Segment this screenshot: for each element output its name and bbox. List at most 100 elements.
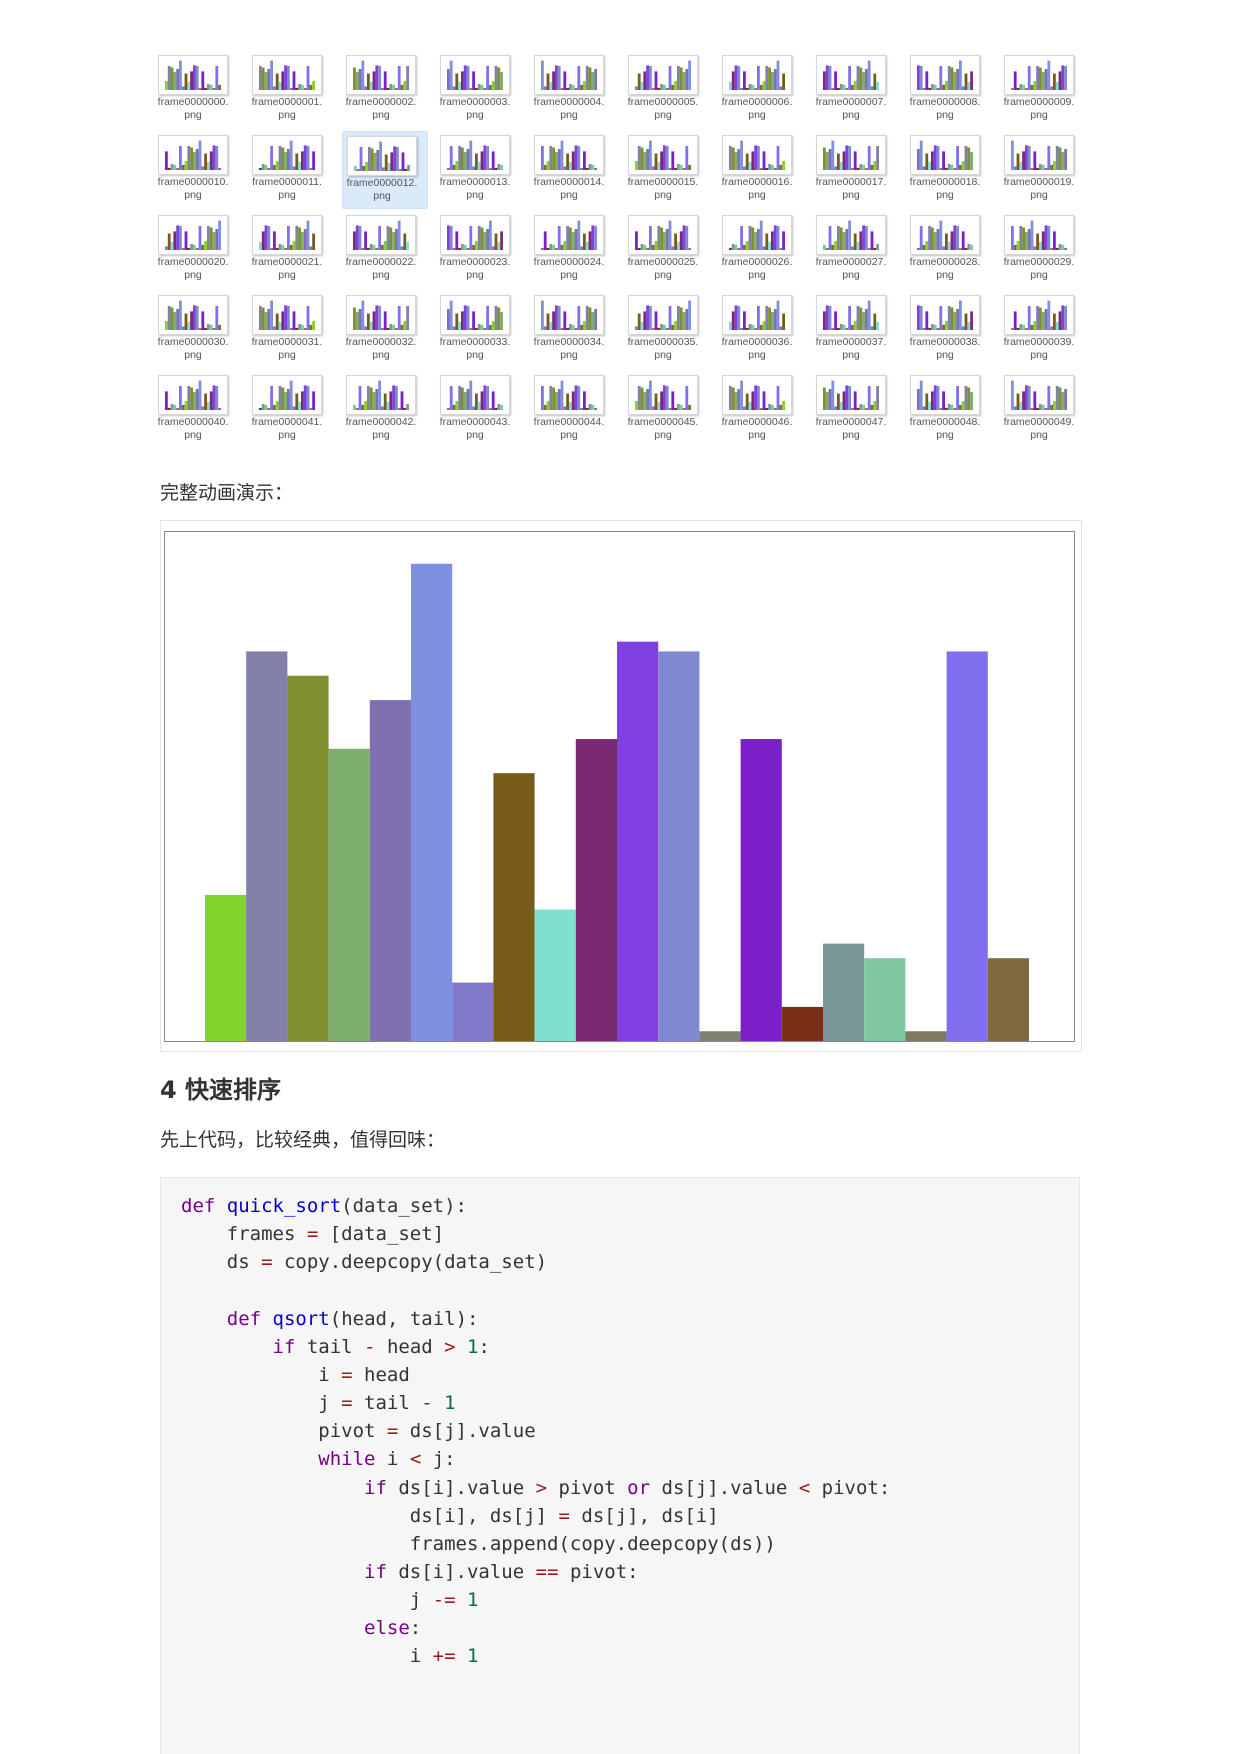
code-line: frames = [data_set] <box>181 1223 445 1246</box>
file-tile[interactable]: frame0000034. png <box>530 291 616 369</box>
file-tile[interactable]: frame0000044. png <box>530 371 616 449</box>
bar-chart-thumbnail-icon <box>347 136 417 176</box>
bar-chart-thumbnail-icon <box>1004 215 1074 255</box>
file-tile[interactable]: frame0000006. png <box>718 51 804 129</box>
file-tile[interactable]: frame0000043. png <box>436 371 522 449</box>
file-tile[interactable]: frame0000029. png <box>1000 211 1086 289</box>
file-name: frame0000027. png <box>815 256 887 281</box>
file-tile[interactable]: frame0000026. png <box>718 211 804 289</box>
file-tile[interactable]: frame0000033. png <box>436 291 522 369</box>
file-tile[interactable]: frame0000046. png <box>718 371 804 449</box>
file-name: frame0000028. png <box>909 256 981 281</box>
file-name: frame0000048. png <box>909 416 981 441</box>
bar-chart-thumbnail-icon <box>1004 375 1074 415</box>
file-name: frame0000000. png <box>157 96 229 121</box>
file-tile[interactable]: frame0000000. png <box>154 51 240 129</box>
file-tile[interactable]: frame0000040. png <box>154 371 240 449</box>
file-tile[interactable]: frame0000049. png <box>1000 371 1086 449</box>
file-tile[interactable]: frame0000016. png <box>718 131 804 209</box>
file-tile[interactable]: frame0000035. png <box>624 291 710 369</box>
bar-chart-thumbnail-icon <box>1004 55 1074 95</box>
file-name: frame0000022. png <box>345 256 417 281</box>
file-tile[interactable]: frame0000002. png <box>342 51 428 129</box>
bar <box>781 1006 823 1041</box>
file-tile[interactable]: frame0000021. png <box>248 211 334 289</box>
file-name: frame0000019. png <box>1003 176 1075 201</box>
file-tile[interactable]: frame0000038. png <box>906 291 992 369</box>
file-name: frame0000047. png <box>815 416 887 441</box>
bar-chart-thumbnail-icon <box>722 295 792 335</box>
file-tile[interactable]: frame0000004. png <box>530 51 616 129</box>
bar <box>369 700 411 1041</box>
file-tile[interactable]: frame0000022. png <box>342 211 428 289</box>
file-tile[interactable]: frame0000009. png <box>1000 51 1086 129</box>
bar-chart-thumbnail-icon <box>534 215 604 255</box>
file-tile[interactable]: frame0000011. png <box>248 131 334 209</box>
bar-chart-thumbnail-icon <box>252 135 322 175</box>
file-tile[interactable]: frame0000037. png <box>812 291 898 369</box>
file-name: frame0000018. png <box>909 176 981 201</box>
bar-chart-thumbnail-icon <box>1004 135 1074 175</box>
bar <box>287 675 329 1041</box>
file-name: frame0000034. png <box>533 336 605 361</box>
plot-frame <box>164 531 1075 1042</box>
file-thumbnail-grid: frame0000000. png frame0000001. png frame000… <box>158 55 1086 455</box>
file-tile[interactable]: frame0000032. png <box>342 291 428 369</box>
bar-chart-thumbnail-icon <box>440 295 510 335</box>
bar-chart-thumbnail-icon <box>816 55 886 95</box>
file-name: frame0000020. png <box>157 256 229 281</box>
file-name: frame0000001. png <box>251 96 323 121</box>
file-tile[interactable]: frame0000042. png <box>342 371 428 449</box>
file-name: frame0000024. png <box>533 256 605 281</box>
file-tile[interactable]: frame0000008. png <box>906 51 992 129</box>
file-name: frame0000005. png <box>627 96 699 121</box>
file-tile[interactable]: frame0000003. png <box>436 51 522 129</box>
code-line: j -= 1 <box>181 1589 479 1612</box>
bar-chart-thumbnail-icon <box>440 375 510 415</box>
bar-chart-thumbnail-icon <box>910 295 980 335</box>
file-tile[interactable]: frame0000007. png <box>812 51 898 129</box>
file-tile[interactable]: frame0000039. png <box>1000 291 1086 369</box>
file-tile[interactable]: frame0000015. png <box>624 131 710 209</box>
file-tile[interactable]: frame0000031. png <box>248 291 334 369</box>
code-line: frames.append(copy.deepcopy(ds)) <box>181 1532 776 1555</box>
bar-chart-thumbnail-icon <box>346 55 416 95</box>
file-tile[interactable]: frame0000017. png <box>812 131 898 209</box>
file-tile[interactable]: frame0000019. png <box>1000 131 1086 209</box>
file-tile[interactable]: frame0000027. png <box>812 211 898 289</box>
bar-chart <box>164 531 1075 1042</box>
bar-chart-thumbnail-icon <box>252 215 322 255</box>
file-tile[interactable]: frame0000030. png <box>154 291 240 369</box>
file-tile[interactable]: frame0000018. png <box>906 131 992 209</box>
file-tile[interactable]: frame0000020. png <box>154 211 240 289</box>
file-tile[interactable]: frame0000041. png <box>248 371 334 449</box>
file-tile[interactable]: frame0000013. png <box>436 131 522 209</box>
file-tile[interactable]: frame0000005. png <box>624 51 710 129</box>
bar-chart-thumbnail-icon <box>440 135 510 175</box>
file-tile[interactable]: frame0000024. png <box>530 211 616 289</box>
bar-chart-thumbnail-icon <box>910 375 980 415</box>
file-tile[interactable]: frame0000025. png <box>624 211 710 289</box>
bar-chart-thumbnail-icon <box>816 375 886 415</box>
file-tile[interactable]: frame0000036. png <box>718 291 804 369</box>
file-tile[interactable]: frame0000001. png <box>248 51 334 129</box>
bar <box>205 894 247 1041</box>
bar-chart-thumbnail-icon <box>816 215 886 255</box>
animation-caption: 完整动画演示： <box>160 482 294 504</box>
bar <box>617 641 659 1041</box>
file-tile[interactable]: frame0000014. png <box>530 131 616 209</box>
file-tile[interactable]: frame0000045. png <box>624 371 710 449</box>
bar-chart-thumbnail-icon <box>722 55 792 95</box>
file-tile[interactable]: frame0000048. png <box>906 371 992 449</box>
file-name: frame0000039. png <box>1003 336 1075 361</box>
file-tile[interactable]: frame0000023. png <box>436 211 522 289</box>
file-name: frame0000017. png <box>815 176 887 201</box>
bar <box>699 1031 741 1041</box>
file-tile[interactable]: frame0000012. png <box>342 131 428 209</box>
file-name: frame0000009. png <box>1003 96 1075 121</box>
file-tile[interactable]: frame0000028. png <box>906 211 992 289</box>
file-tile[interactable]: frame0000010. png <box>154 131 240 209</box>
file-tile[interactable]: frame0000047. png <box>812 371 898 449</box>
code-line: ds[i], ds[j] = ds[j], ds[i] <box>181 1504 719 1527</box>
file-name: frame0000043. png <box>439 416 511 441</box>
